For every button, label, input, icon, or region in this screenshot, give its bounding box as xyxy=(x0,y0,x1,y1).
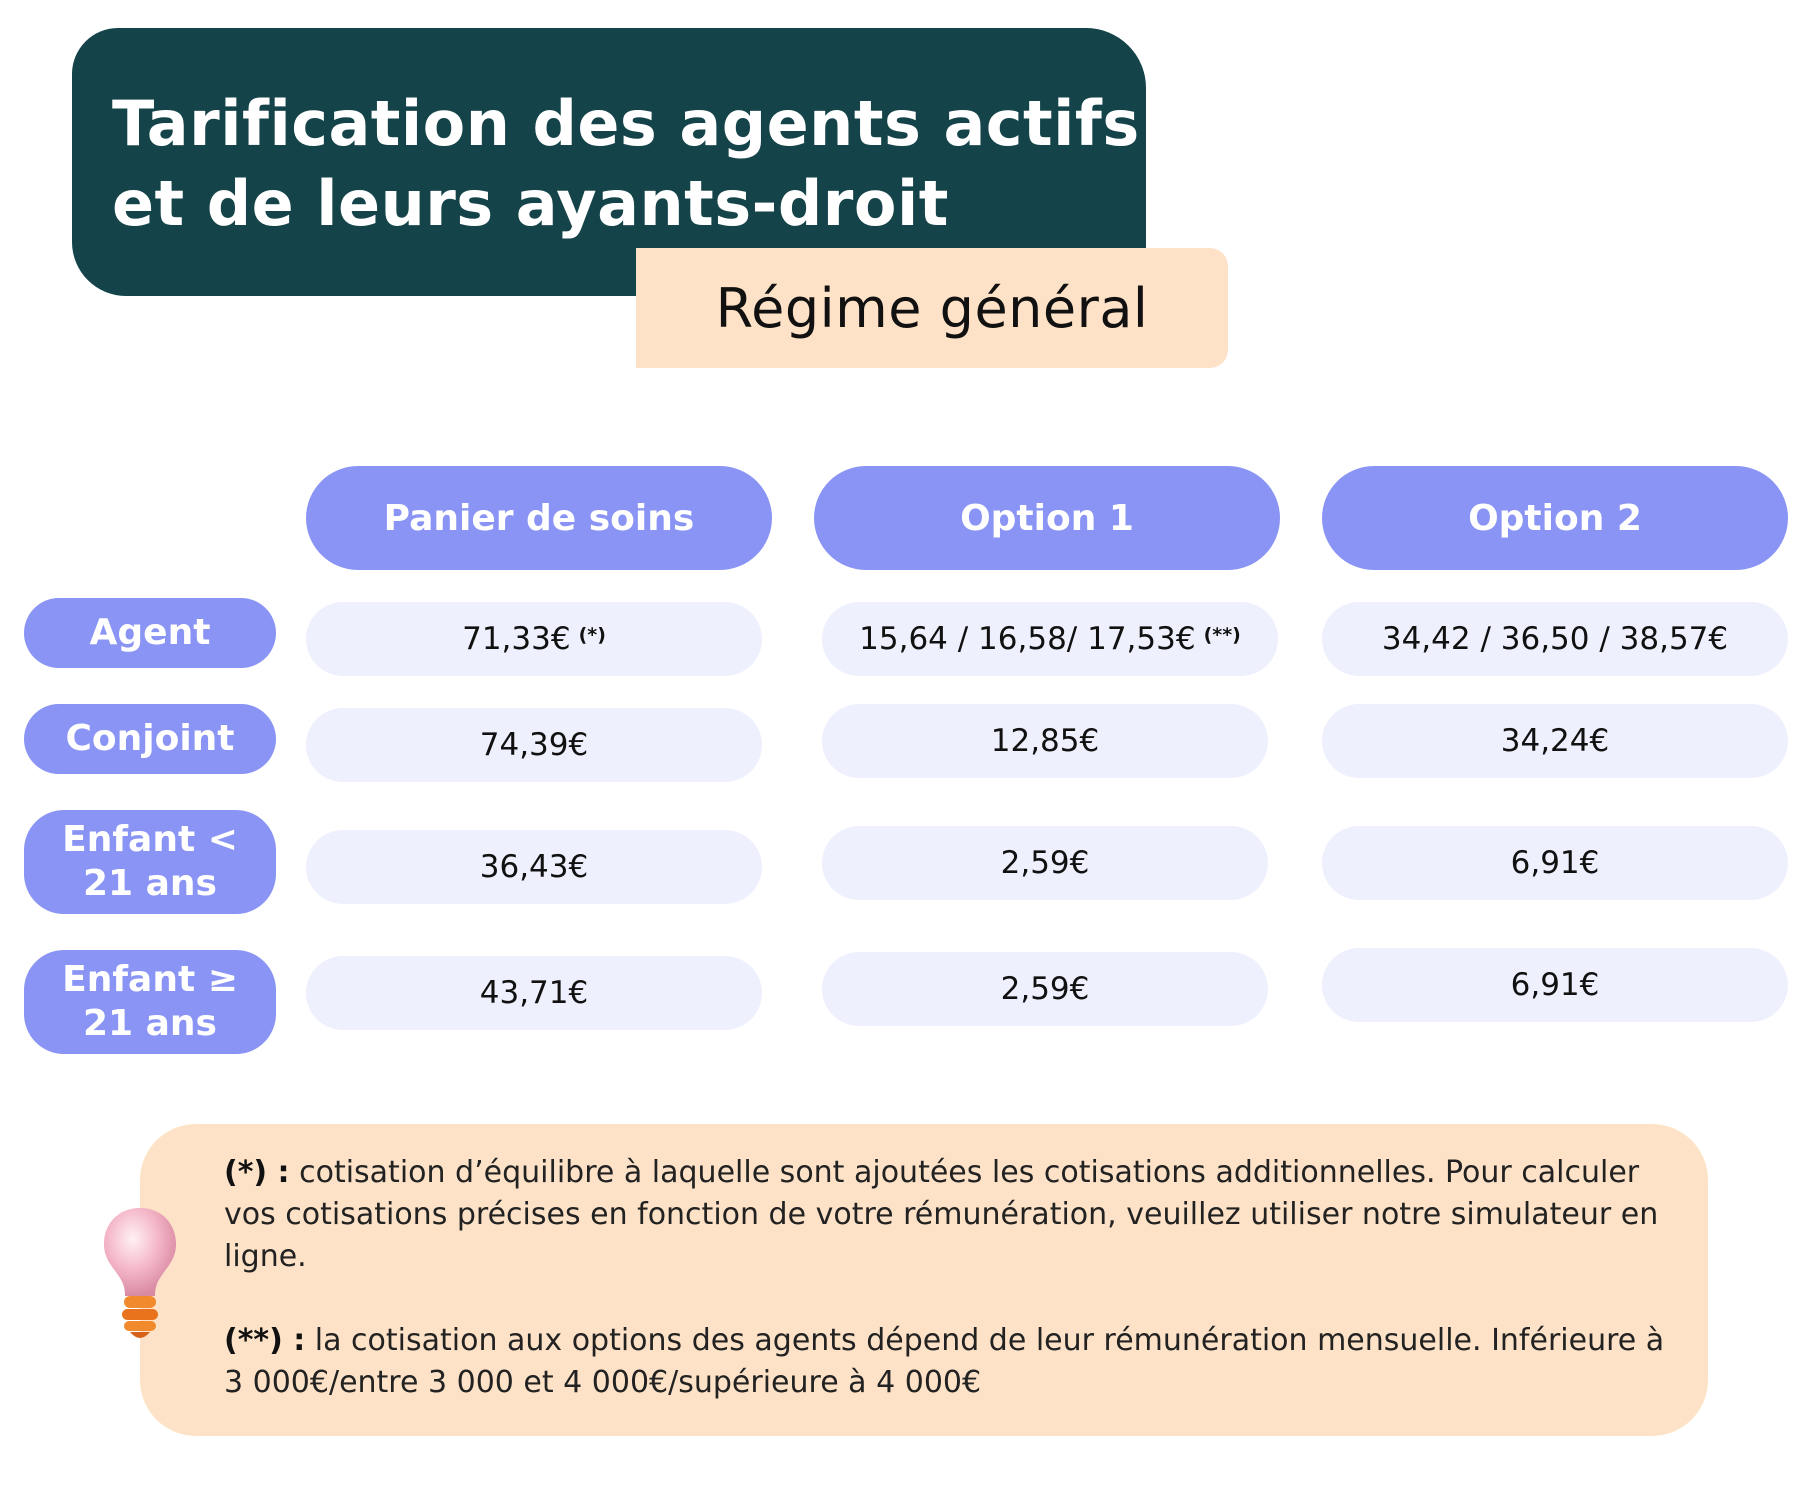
price-value: 2,59€ xyxy=(1000,845,1090,881)
price-cell: 2,59€ xyxy=(822,826,1268,900)
page-title-line-1: Tarification des agents actifs xyxy=(112,87,1140,160)
price-cell: 6,91€ xyxy=(1322,826,1788,900)
price-cell: 6,91€ xyxy=(1322,948,1788,1022)
footnote-2: (**) : la cotisation aux options des age… xyxy=(224,1320,1668,1404)
row-label-text: Enfant ≥ 21 ans xyxy=(62,959,238,1044)
price-cell: 15,64 / 16,58/ 17,53€ (**) xyxy=(822,602,1278,676)
price-cell: 74,39€ xyxy=(306,708,762,782)
regime-subtitle: Régime général xyxy=(636,248,1228,368)
price-value: 74,39€ xyxy=(479,727,589,763)
price-cell: 34,42 / 36,50 / 38,57€ xyxy=(1322,602,1788,676)
footnote-2-marker: (**) : xyxy=(224,1323,306,1358)
footnotes-box: (*) : cotisation d’équilibre à laquelle … xyxy=(140,1124,1708,1436)
column-header-option-2: Option 2 xyxy=(1322,466,1788,570)
page-title-line-2: et de leurs ayants-droit xyxy=(112,167,949,240)
footnote-1-text: cotisation d’équilibre à laquelle sont a… xyxy=(224,1155,1659,1274)
footnote-1: (*) : cotisation d’équilibre à laquelle … xyxy=(224,1152,1668,1278)
price-value: 34,24€ xyxy=(1500,723,1610,759)
footnote-2-text: la cotisation aux options des agents dép… xyxy=(224,1323,1665,1400)
footnote-1-marker: (*) : xyxy=(224,1155,290,1190)
footnote-marker: (**) xyxy=(1203,624,1241,646)
price-value: 12,85€ xyxy=(990,723,1100,759)
price-value: 71,33€ xyxy=(462,621,571,657)
price-value: 36,43€ xyxy=(479,849,589,885)
row-label-conjoint: Conjoint xyxy=(24,704,276,774)
row-label-text: Enfant < 21 ans xyxy=(62,819,238,904)
row-label-enfant-21-plus: Enfant ≥ 21 ans xyxy=(24,950,276,1054)
row-label-text: Agent xyxy=(89,612,211,653)
column-header-panier: Panier de soins xyxy=(306,466,772,570)
row-label-agent: Agent xyxy=(24,598,276,668)
price-cell: 71,33€ (*) xyxy=(306,602,762,676)
column-header-option-1: Option 1 xyxy=(814,466,1280,570)
lightbulb-icon xyxy=(104,1208,176,1338)
footnote-marker: (*) xyxy=(578,624,606,646)
price-cell: 12,85€ xyxy=(822,704,1268,778)
price-value: 43,71€ xyxy=(479,975,589,1011)
row-label-enfant-under-21: Enfant < 21 ans xyxy=(24,810,276,914)
price-value: 6,91€ xyxy=(1510,845,1600,881)
price-value: 2,59€ xyxy=(1000,971,1090,1007)
price-value: 15,64 / 16,58/ 17,53€ xyxy=(859,621,1196,657)
price-cell: 2,59€ xyxy=(822,952,1268,1026)
price-cell: 36,43€ xyxy=(306,830,762,904)
price-cell: 43,71€ xyxy=(306,956,762,1030)
price-cell: 34,24€ xyxy=(1322,704,1788,778)
page-title-block: Tarification des agents actifs et de leu… xyxy=(72,28,1146,296)
price-value: 34,42 / 36,50 / 38,57€ xyxy=(1381,621,1729,657)
row-label-text: Conjoint xyxy=(65,718,235,759)
price-value: 6,91€ xyxy=(1510,967,1600,1003)
